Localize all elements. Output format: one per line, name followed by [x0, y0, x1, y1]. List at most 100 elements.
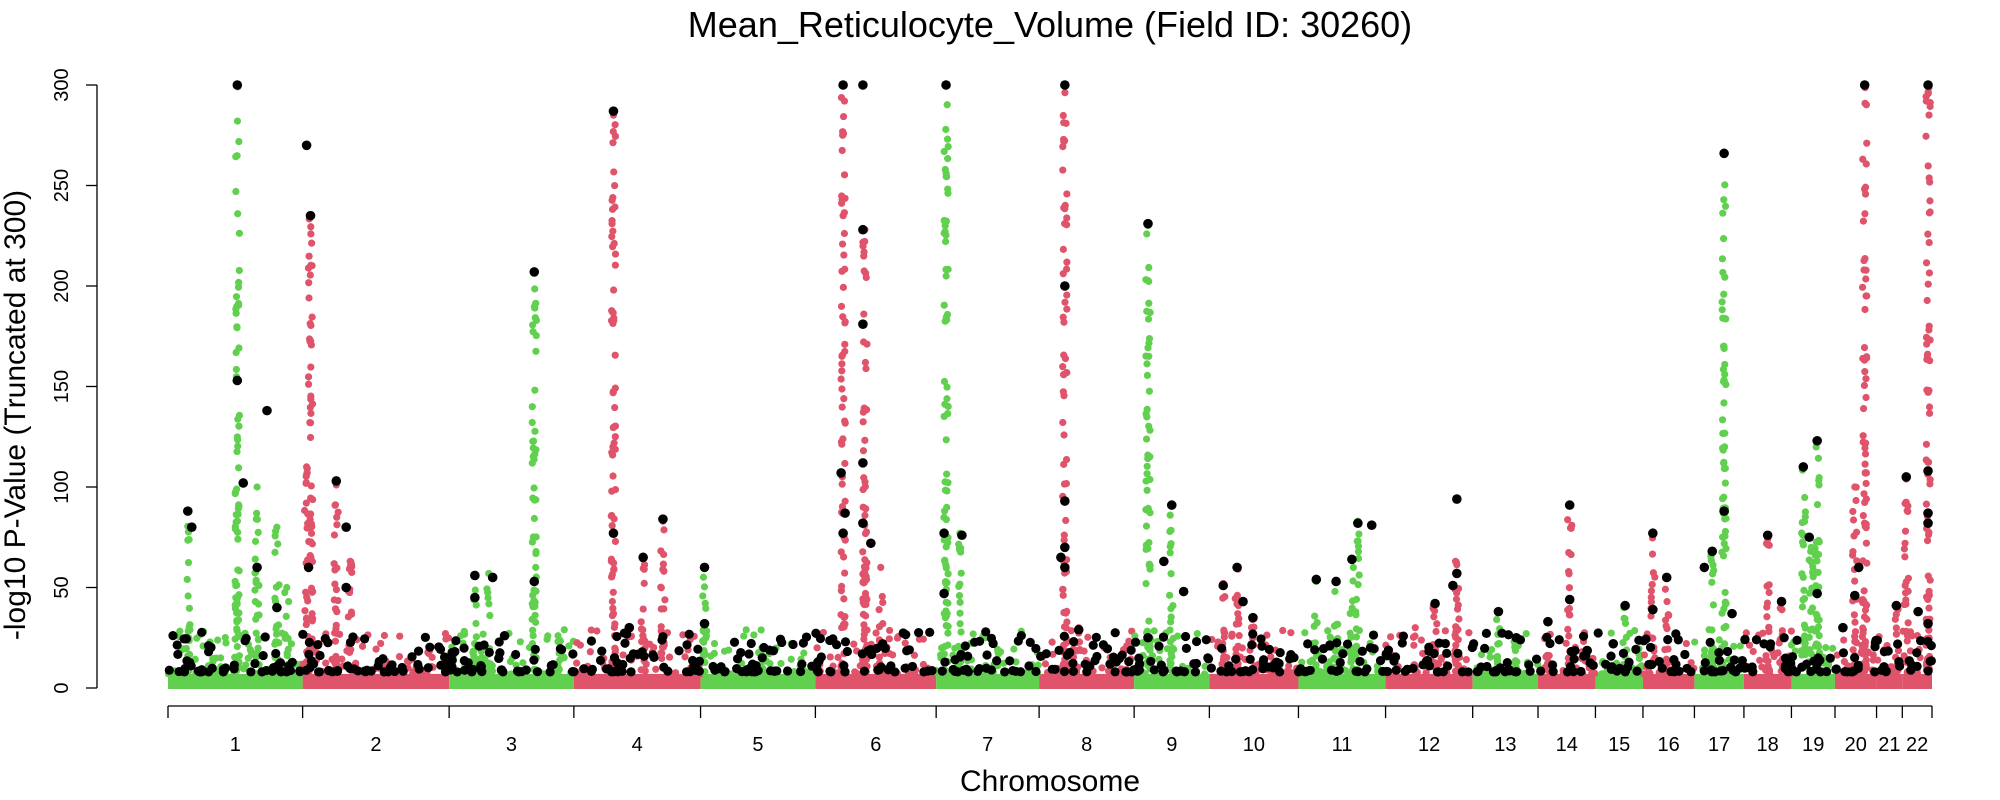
lead-snp-point	[620, 638, 630, 648]
snp-point	[287, 640, 296, 648]
snp-point	[1851, 637, 1859, 645]
snp-point	[332, 621, 340, 629]
lead-snp-point	[1682, 663, 1692, 674]
snp-point	[1922, 93, 1930, 101]
lead-snp-point	[1632, 666, 1642, 676]
lead-snp-point	[1342, 639, 1353, 649]
snp-point	[1545, 652, 1553, 660]
snp-point	[840, 251, 848, 259]
lead-snp-point	[1206, 663, 1216, 673]
snp-point	[232, 518, 240, 526]
snp-point	[1691, 638, 1699, 646]
snp-point	[879, 620, 887, 628]
snp-point	[1234, 642, 1242, 650]
snp-point	[1010, 645, 1018, 653]
baseline-band-segment	[1834, 673, 1877, 689]
snp-point	[307, 520, 316, 528]
lead-snp-point	[663, 666, 673, 676]
snp-point	[1049, 650, 1057, 658]
snp-point	[860, 621, 868, 629]
snp-point	[1721, 202, 1730, 210]
lead-snp-point	[1397, 638, 1407, 648]
lead-snp-point	[960, 641, 970, 651]
snp-point	[274, 540, 282, 548]
lead-snp-point	[648, 650, 658, 660]
snp-point	[610, 168, 618, 176]
lead-snp-point	[612, 631, 622, 642]
lead-snp-point	[1907, 660, 1917, 670]
snp-point	[1163, 645, 1171, 653]
snp-point	[1807, 543, 1815, 551]
snp-point	[837, 302, 846, 310]
snp-point	[441, 630, 450, 638]
snp-point	[1354, 581, 1362, 589]
lead-snp-point	[1853, 562, 1864, 573]
snp-point	[306, 320, 314, 328]
snp-point	[611, 203, 619, 211]
snp-point	[1334, 620, 1342, 628]
snp-point	[611, 445, 619, 453]
snp-point	[841, 318, 849, 326]
snp-point	[1719, 377, 1728, 386]
lead-snp-point	[1429, 648, 1439, 659]
lead-snp-point	[795, 666, 806, 677]
lead-snp-point	[992, 656, 1002, 666]
chromosome-label: 3	[506, 734, 517, 756]
snp-point	[942, 561, 950, 569]
lead-snp-point	[459, 643, 469, 653]
snp-point	[1722, 599, 1730, 607]
snp-point	[859, 238, 867, 246]
snp-point	[1354, 548, 1363, 556]
lead-snp-point	[305, 210, 316, 221]
lead-snp-point	[1849, 590, 1860, 601]
snp-point	[273, 523, 281, 531]
snp-point	[838, 240, 847, 248]
snp-point	[1607, 629, 1615, 637]
lead-snp-point	[1883, 646, 1893, 656]
snp-point	[305, 252, 313, 260]
lead-snp-point	[1564, 594, 1575, 605]
snp-point	[1720, 235, 1728, 243]
snp-point	[1926, 576, 1934, 584]
snp-point	[253, 483, 261, 491]
snp-point	[1922, 333, 1931, 342]
snp-point	[221, 634, 229, 642]
lead-snp-point	[568, 649, 578, 659]
snp-point	[609, 588, 617, 596]
snp-point	[611, 181, 619, 190]
snp-point	[307, 409, 315, 417]
snp-point	[1235, 631, 1243, 640]
snp-point	[1144, 640, 1152, 648]
lead-snp-point	[1666, 666, 1676, 677]
lead-snp-point	[413, 646, 424, 656]
snp-point	[1347, 658, 1355, 666]
lead-snp-point	[287, 657, 297, 667]
snp-point	[235, 229, 244, 237]
snp-point	[862, 600, 870, 609]
snp-point	[1805, 633, 1813, 641]
snp-point	[532, 563, 540, 571]
snp-point	[1922, 500, 1931, 508]
lead-snp-point	[1326, 665, 1337, 675]
snp-point	[528, 418, 536, 427]
snp-point	[757, 626, 765, 634]
snp-point	[1861, 190, 1870, 198]
lead-snp-point	[459, 656, 469, 666]
snp-point	[1861, 99, 1869, 107]
snp-point	[700, 583, 709, 591]
snp-point	[255, 581, 263, 590]
lead-snp-point	[181, 634, 192, 644]
lead-snp-point	[1479, 643, 1490, 653]
snp-point	[254, 644, 262, 652]
snp-point	[1863, 615, 1871, 623]
snp-point	[1814, 623, 1823, 631]
snp-point	[841, 536, 849, 544]
snp-point	[528, 615, 536, 623]
snp-point	[1477, 650, 1486, 659]
snp-point	[1331, 587, 1339, 596]
lead-snp-point	[1502, 658, 1512, 668]
snp-point	[1353, 537, 1361, 545]
snp-point	[235, 609, 243, 617]
snp-point	[529, 626, 537, 634]
snp-point	[1062, 265, 1071, 273]
